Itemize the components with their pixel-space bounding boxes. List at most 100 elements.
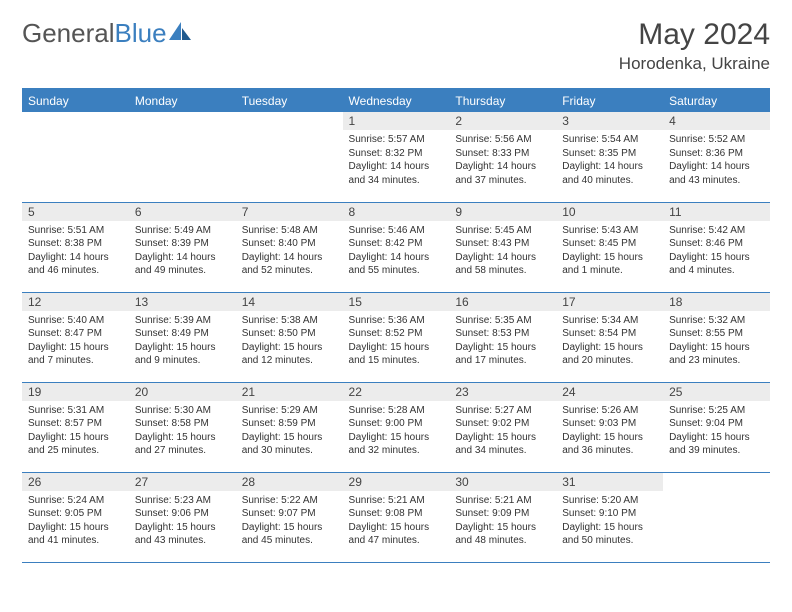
day-number: 30 <box>449 473 556 491</box>
sunrise-text: Sunrise: 5:36 AM <box>349 314 444 328</box>
day-number: 28 <box>236 473 343 491</box>
sunrise-text: Sunrise: 5:24 AM <box>28 494 123 508</box>
header: GeneralBlue May 2024 Horodenka, Ukraine <box>22 18 770 74</box>
calendar-table: Sunday Monday Tuesday Wednesday Thursday… <box>22 88 770 563</box>
daylight-text: Daylight: 15 hours and 30 minutes. <box>242 431 337 458</box>
calendar-row: 19Sunrise: 5:31 AMSunset: 8:57 PMDayligh… <box>22 382 770 472</box>
calendar-cell: 20Sunrise: 5:30 AMSunset: 8:58 PMDayligh… <box>129 382 236 472</box>
calendar-cell <box>129 112 236 202</box>
daylight-text: Daylight: 15 hours and 1 minute. <box>562 251 657 278</box>
calendar-row: 1Sunrise: 5:57 AMSunset: 8:32 PMDaylight… <box>22 112 770 202</box>
sunset-text: Sunset: 8:39 PM <box>135 237 230 251</box>
calendar-cell: 14Sunrise: 5:38 AMSunset: 8:50 PMDayligh… <box>236 292 343 382</box>
day-data: Sunrise: 5:23 AMSunset: 9:06 PMDaylight:… <box>129 491 236 552</box>
logo-part1: General <box>22 18 115 48</box>
day-number <box>663 473 770 477</box>
sunset-text: Sunset: 9:02 PM <box>455 417 550 431</box>
day-header: Wednesday <box>343 89 450 112</box>
day-number: 7 <box>236 203 343 221</box>
day-number: 23 <box>449 383 556 401</box>
sunset-text: Sunset: 9:05 PM <box>28 507 123 521</box>
calendar-row: 5 Sunrise: 5:51 AMSunset: 8:38 PM Daylight… <box>22 202 770 292</box>
day-data: Sunrise: 5:20 AMSunset: 9:10 PMDaylight:… <box>556 491 663 552</box>
day-number: 2 <box>449 112 556 130</box>
day-data: Sunrise: 5:22 AMSunset: 9:07 PMDaylight:… <box>236 491 343 552</box>
sunset-text: Sunset: 8:42 PM <box>349 237 444 251</box>
calendar-cell: 15Sunrise: 5:36 AMSunset: 8:52 PMDayligh… <box>343 292 450 382</box>
day-data: Sunrise: 5:46 AMSunset: 8:42 PMDaylight:… <box>343 221 450 282</box>
day-data: Sunrise: 5:21 AMSunset: 9:09 PMDaylight:… <box>449 491 556 552</box>
calendar-cell <box>22 112 129 202</box>
daylight-text: Daylight: 15 hours and 45 minutes. <box>242 521 337 548</box>
sail-icon <box>169 22 193 47</box>
calendar-cell <box>663 472 770 562</box>
sunrise-text: Sunrise: 5:27 AM <box>455 404 550 418</box>
sunset-text: Sunset: 8:59 PM <box>242 417 337 431</box>
day-number: 20 <box>129 383 236 401</box>
sunset-text: Sunset: 8:47 PM <box>28 327 123 341</box>
calendar-cell: 13Sunrise: 5:39 AMSunset: 8:49 PMDayligh… <box>129 292 236 382</box>
day-number: 5 <box>22 203 129 221</box>
logo: GeneralBlue <box>22 18 193 49</box>
daylight-text: Daylight: 15 hours and 48 minutes. <box>455 521 550 548</box>
sunrise-text: Sunrise: 5:21 AM <box>349 494 444 508</box>
day-number: 12 <box>22 293 129 311</box>
calendar-cell: 19Sunrise: 5:31 AMSunset: 8:57 PMDayligh… <box>22 382 129 472</box>
calendar-cell: 11Sunrise: 5:42 AMSunset: 8:46 PMDayligh… <box>663 202 770 292</box>
day-number: 26 <box>22 473 129 491</box>
calendar-cell: 21Sunrise: 5:29 AMSunset: 8:59 PMDayligh… <box>236 382 343 472</box>
daylight-text: Daylight: 15 hours and 50 minutes. <box>562 521 657 548</box>
daylight-text: Daylight: 15 hours and 17 minutes. <box>455 341 550 368</box>
sunset-text: Sunset: 8:50 PM <box>242 327 337 341</box>
day-data: Sunrise: 5:43 AMSunset: 8:45 PMDaylight:… <box>556 221 663 282</box>
day-data: Sunrise: 5:45 AMSunset: 8:43 PMDaylight:… <box>449 221 556 282</box>
sunset-text: Sunset: 8:52 PM <box>349 327 444 341</box>
sunset-text: Sunset: 8:46 PM <box>669 237 764 251</box>
day-number: 31 <box>556 473 663 491</box>
sunset-text: Sunset: 8:33 PM <box>455 147 550 161</box>
sunrise-text: Sunrise: 5:34 AM <box>562 314 657 328</box>
sunset-text: Sunset: 9:03 PM <box>562 417 657 431</box>
day-header: Sunday <box>22 89 129 112</box>
day-data: Sunrise: 5:31 AMSunset: 8:57 PMDaylight:… <box>22 401 129 462</box>
day-number: 18 <box>663 293 770 311</box>
day-data: Sunrise: 5:42 AMSunset: 8:46 PMDaylight:… <box>663 221 770 282</box>
day-number: 15 <box>343 293 450 311</box>
sunset-text: Sunset: 8:38 PM <box>28 237 123 251</box>
logo-part2: Blue <box>115 18 167 48</box>
sunrise-text: Sunrise: 5:31 AM <box>28 404 123 418</box>
sunset-text: Sunset: 9:07 PM <box>242 507 337 521</box>
day-data: Sunrise: 5:26 AMSunset: 9:03 PMDaylight:… <box>556 401 663 462</box>
daylight-text: Daylight: 15 hours and 41 minutes. <box>28 521 123 548</box>
calendar-row: 26Sunrise: 5:24 AMSunset: 9:05 PMDayligh… <box>22 472 770 562</box>
sunset-text: Sunset: 9:10 PM <box>562 507 657 521</box>
daylight-text: Daylight: 14 hours and 55 minutes. <box>349 251 444 278</box>
day-number: 21 <box>236 383 343 401</box>
daylight-text: Daylight: 15 hours and 25 minutes. <box>28 431 123 458</box>
sunrise-text: Sunrise: 5:51 AM <box>28 224 123 238</box>
day-data: Sunrise: 5:29 AMSunset: 8:59 PMDaylight:… <box>236 401 343 462</box>
sunrise-text: Sunrise: 5:35 AM <box>455 314 550 328</box>
calendar-cell: 26 Sunrise: 5:24 AMSunset: 9:05 PMDayligh… <box>22 472 129 562</box>
calendar-cell: 8Sunrise: 5:46 AMSunset: 8:42 PMDaylight… <box>343 202 450 292</box>
sunrise-text: Sunrise: 5:30 AM <box>135 404 230 418</box>
daylight-text: Daylight: 15 hours and 47 minutes. <box>349 521 444 548</box>
day-data: Sunrise: 5:54 AMSunset: 8:35 PMDaylight:… <box>556 130 663 191</box>
sunset-text: Sunset: 8:32 PM <box>349 147 444 161</box>
sunrise-text: Sunrise: 5:32 AM <box>669 314 764 328</box>
calendar-cell: 3Sunrise: 5:54 AMSunset: 8:35 PMDaylight… <box>556 112 663 202</box>
daylight-text: Daylight: 14 hours and 37 minutes. <box>455 160 550 187</box>
sunrise-text: Sunrise: 5:20 AM <box>562 494 657 508</box>
sunrise-text: Sunrise: 5:48 AM <box>242 224 337 238</box>
daylight-text: Daylight: 15 hours and 7 minutes. <box>28 341 123 368</box>
daylight-text: Daylight: 14 hours and 49 minutes. <box>135 251 230 278</box>
day-number: 22 <box>343 383 450 401</box>
day-number <box>236 112 343 116</box>
day-data: Sunrise: 5:52 AMSunset: 8:36 PMDaylight:… <box>663 130 770 191</box>
calendar-cell: 24Sunrise: 5:26 AMSunset: 9:03 PMDayligh… <box>556 382 663 472</box>
calendar-cell: 23Sunrise: 5:27 AMSunset: 9:02 PMDayligh… <box>449 382 556 472</box>
sunrise-text: Sunrise: 5:46 AM <box>349 224 444 238</box>
sunrise-text: Sunrise: 5:40 AM <box>28 314 123 328</box>
day-data: Sunrise: 5:27 AMSunset: 9:02 PMDaylight:… <box>449 401 556 462</box>
day-data: Sunrise: 5:57 AMSunset: 8:32 PMDaylight:… <box>343 130 450 191</box>
